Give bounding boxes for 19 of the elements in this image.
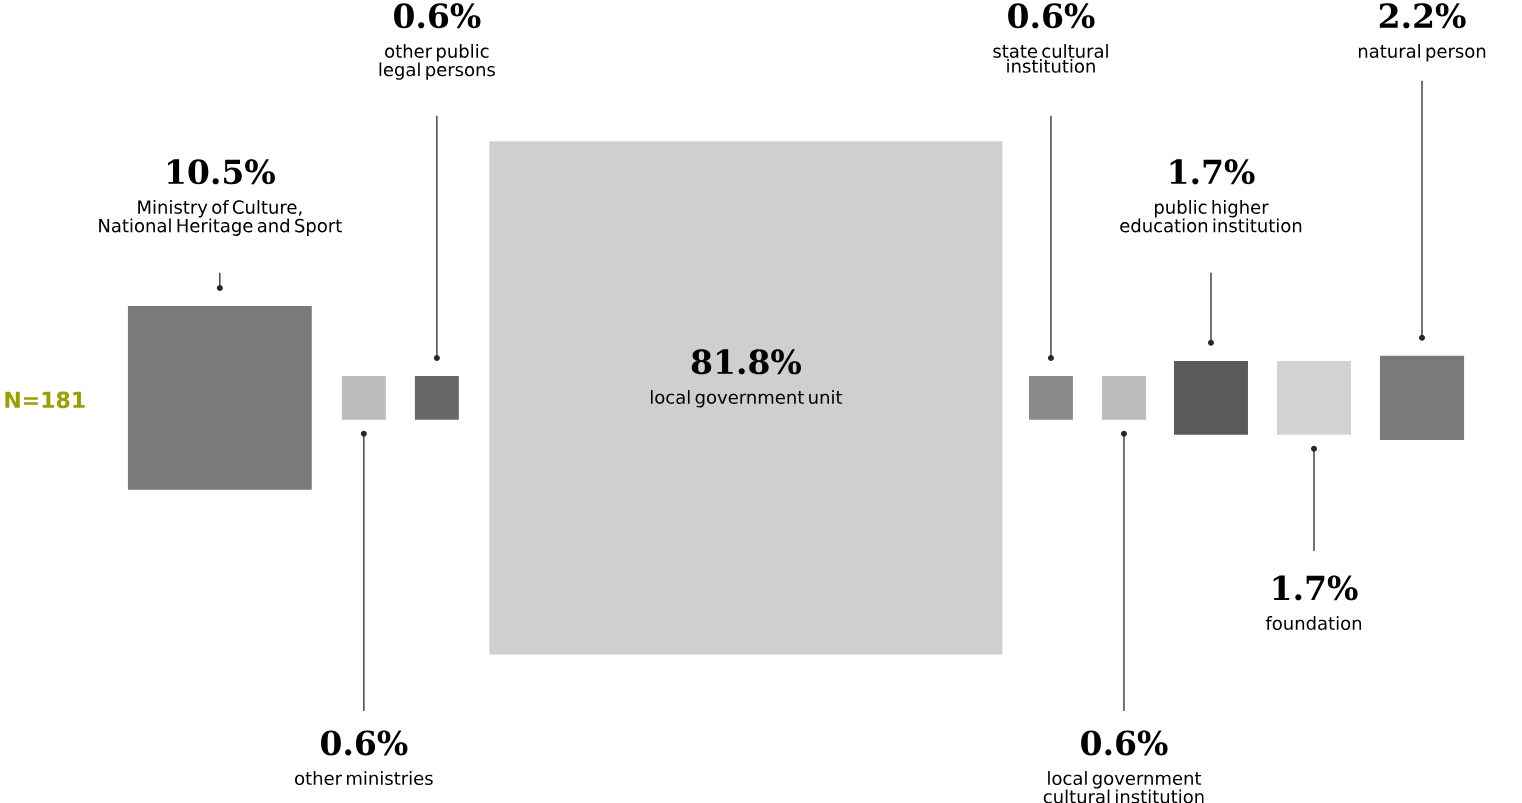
data-label: 0.6% [1081, 730, 1168, 756]
category-label: local government unit [650, 389, 843, 408]
data-label: 0.6% [394, 3, 481, 29]
data-label: 0.6% [321, 730, 408, 756]
category-label: natural person [1358, 43, 1486, 62]
category-label: public higher education institution [1120, 199, 1302, 233]
data-label: 81.8% [691, 349, 801, 375]
data-label: 0.6% [1008, 3, 1095, 29]
data-label: 1.7% [1170, 159, 1255, 185]
category-label: local government cultural institution [1043, 770, 1204, 803]
category-label: other public legal persons [379, 43, 495, 80]
category-label: state cultural institution [993, 43, 1108, 73]
data-label: 10.5% [167, 159, 275, 185]
category-label: other ministries [295, 770, 433, 785]
data-label: 2.2% [1379, 3, 1466, 29]
data-label: 1.7% [1273, 575, 1358, 601]
text: N=181 [5, 391, 85, 408]
category-label: foundation [1265, 615, 1362, 630]
category-label: Ministry of Culture, National Heritage and Sport [99, 199, 342, 236]
